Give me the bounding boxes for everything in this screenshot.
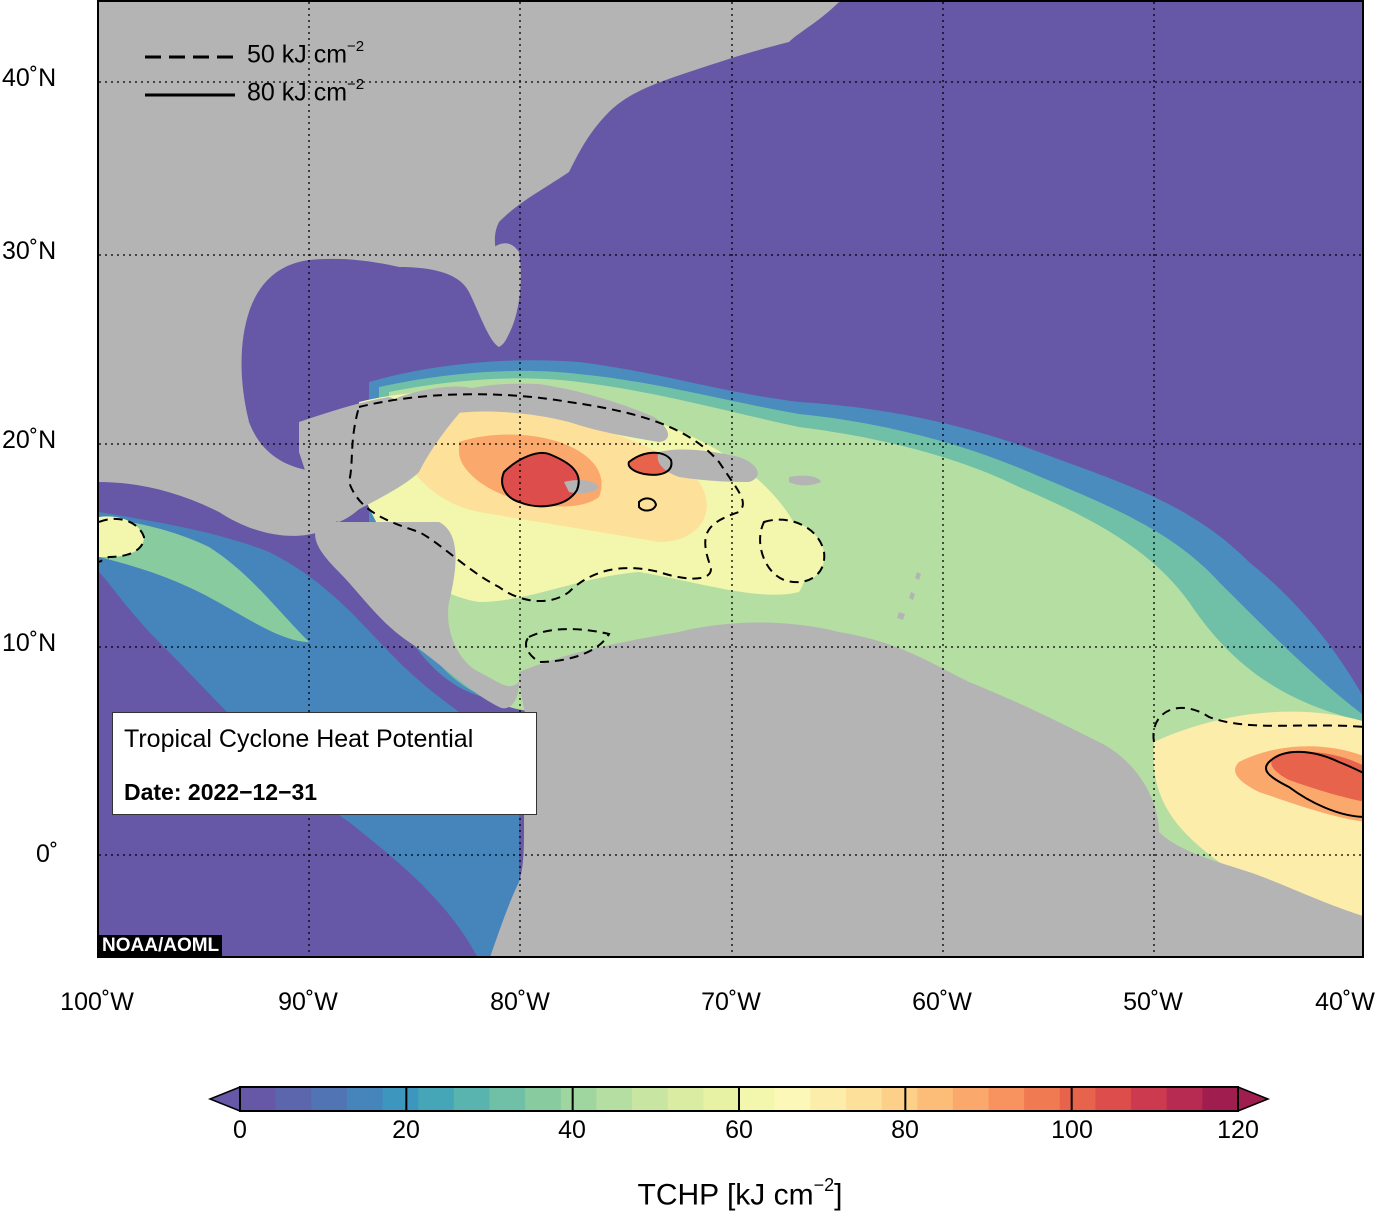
colorbar-cell	[1131, 1087, 1168, 1111]
colorbar-cell	[346, 1087, 384, 1111]
map-title: Tropical Cyclone Heat Potential	[124, 725, 474, 753]
lat-label-20n: 20˚N	[2, 426, 57, 454]
colorbar-left-arrow	[207, 1085, 241, 1113]
land-yucatan	[299, 397, 410, 522]
colorbar-cell	[667, 1087, 704, 1111]
land-puerto-rico	[789, 475, 821, 486]
land-south-america	[490, 622, 1362, 956]
colorbar-cell	[240, 1087, 277, 1111]
credit-label: NOAA/AOML	[99, 935, 223, 957]
colorbar-cell	[453, 1087, 491, 1111]
colorbar-tick-20: 20	[392, 1116, 420, 1144]
legend-dashed-label: 50 kJ cm−2	[247, 38, 365, 69]
colorbar-cell	[952, 1087, 990, 1111]
land-north-america	[99, 2, 839, 536]
colorbar-cell	[596, 1087, 633, 1111]
lon-label-90w: 90˚W	[278, 988, 338, 1016]
map-date: Date: 2022−12−31	[124, 779, 318, 805]
lat-label-10n: 10˚N	[2, 629, 57, 657]
colorbar-cell	[560, 1087, 598, 1111]
lon-label-40w: 40˚W	[1315, 988, 1375, 1016]
land-florida	[479, 243, 521, 342]
lat-label-30n: 30˚N	[2, 237, 57, 265]
colorbar-cell	[810, 1087, 847, 1111]
lon-label-70w: 70˚W	[701, 988, 761, 1016]
colorbar-tick-100: 100	[1051, 1116, 1093, 1144]
colorbar-cell	[418, 1087, 455, 1111]
colorbar-cell	[1166, 1087, 1203, 1111]
colorbar-cell	[489, 1087, 526, 1111]
tchp-pacific-yellow	[99, 516, 144, 557]
land-lesser-antilles	[897, 572, 921, 620]
lat-label-0: 0˚	[36, 840, 59, 868]
land-jamaica	[564, 479, 599, 494]
colorbar-cell	[881, 1087, 918, 1111]
contour-80	[501, 451, 1362, 818]
colorbar-cell	[917, 1087, 954, 1111]
colorbar-cell	[739, 1087, 776, 1111]
colorbar-right-arrow	[1237, 1085, 1271, 1113]
legend-solid-label: 80 kJ cm−2	[247, 76, 365, 107]
colorbar-cells	[240, 1087, 1239, 1111]
contour-50	[99, 393, 1362, 743]
land-central-america	[315, 522, 519, 709]
colorbar-tick-120: 120	[1217, 1116, 1259, 1144]
tchp-atlantic-red	[1271, 751, 1362, 802]
colorbar-tick-40: 40	[558, 1116, 586, 1144]
colorbar-tick-0: 0	[233, 1116, 247, 1144]
info-box: Tropical Cyclone Heat Potential Date: 20…	[112, 712, 537, 815]
colorbar-cell	[311, 1087, 348, 1111]
lat-label-40n: 40˚N	[2, 64, 57, 92]
land-cuba	[429, 383, 669, 442]
colorbar-cell	[1059, 1087, 1097, 1111]
colorbar-cell	[1024, 1087, 1061, 1111]
dashed-line-swatch	[145, 55, 235, 59]
colorbar-cell	[988, 1087, 1025, 1111]
lon-label-50w: 50˚W	[1123, 988, 1183, 1016]
solid-line-swatch	[145, 93, 235, 97]
colorbar-cell	[845, 1087, 883, 1111]
colorbar-cell	[275, 1087, 312, 1111]
colorbar-cell	[632, 1087, 669, 1111]
tchp-caribbean-red	[502, 452, 579, 507]
colorbar-cell	[525, 1087, 562, 1111]
colorbar-cell	[1202, 1087, 1239, 1111]
colorbar-ticks	[239, 1087, 1239, 1111]
lon-label-80w: 80˚W	[490, 988, 550, 1016]
colorbar-cell	[703, 1087, 740, 1111]
colorbar-title: TCHP [kJ cm−2]	[637, 1175, 843, 1212]
land-hispaniola	[657, 449, 758, 482]
tchp-eddy-yellow	[760, 519, 825, 583]
lon-label-60w: 60˚W	[912, 988, 972, 1016]
colorbar	[207, 1085, 1271, 1113]
colorbar-tick-60: 60	[725, 1116, 753, 1144]
colorbar-tick-80: 80	[891, 1116, 919, 1144]
lon-label-100w: 100˚W	[60, 988, 134, 1016]
colorbar-cell	[774, 1087, 811, 1111]
tchp-pacific-green	[99, 517, 309, 642]
colorbar-cell	[382, 1087, 419, 1111]
colorbar-cell	[1095, 1087, 1132, 1111]
